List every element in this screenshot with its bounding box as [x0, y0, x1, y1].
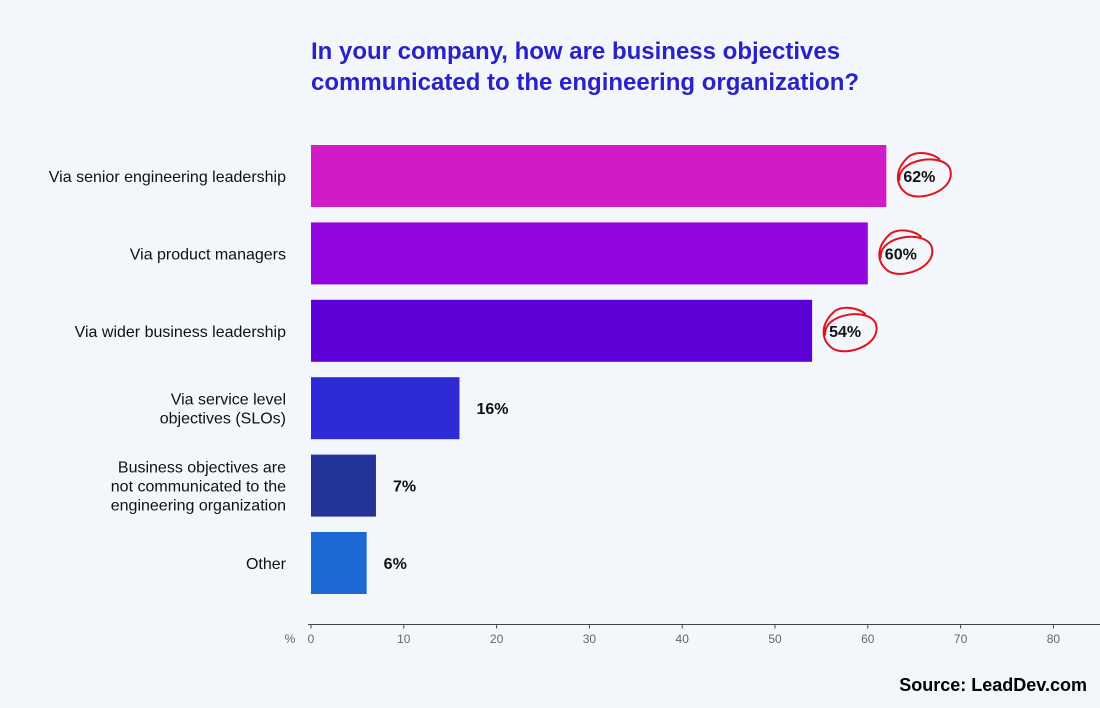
chart-title-line: In your company, how are business object…: [311, 38, 841, 65]
category-label: Via wider business leadership: [75, 324, 286, 341]
category-label: engineering organization: [111, 498, 286, 515]
category-label: Via product managers: [130, 246, 286, 263]
x-tick-label: 10: [397, 632, 411, 646]
highlight-circle: [822, 306, 878, 353]
x-tick-label: 30: [583, 632, 597, 646]
highlight-circle: [878, 229, 934, 275]
x-tick-label: 60: [861, 632, 875, 646]
category-label: Other: [246, 556, 287, 573]
bar: [311, 222, 868, 285]
x-tick-label: 0: [308, 632, 315, 646]
category-label: Business objectives are: [118, 460, 286, 477]
bar: [311, 145, 887, 207]
bar: [311, 532, 367, 594]
value-label: 16%: [476, 401, 508, 418]
source-credit: Source: LeadDev.com: [899, 675, 1087, 695]
value-label: 54%: [829, 324, 861, 341]
category-label: Via service level: [171, 392, 286, 409]
x-tick-label: 20: [490, 632, 504, 646]
x-tick-label: 40: [676, 632, 690, 646]
value-label: 6%: [384, 556, 407, 573]
category-label: objectives (SLOs): [160, 411, 286, 428]
value-label: 62%: [903, 169, 935, 186]
value-label: 60%: [885, 246, 917, 263]
x-axis-unit-label: %: [285, 632, 296, 646]
highlight-circle: [896, 151, 952, 198]
bar: [311, 299, 813, 362]
category-label: not communicated to the: [111, 479, 286, 496]
category-label: Via senior engineering leadership: [49, 169, 286, 186]
chart-title: In your company, how are business object…: [311, 36, 951, 98]
bar: [311, 454, 376, 517]
bar: [311, 377, 460, 440]
chart-title-line: communicated to the engineering organiza…: [311, 69, 860, 96]
value-label: 7%: [393, 479, 416, 496]
x-tick-label: 70: [954, 632, 968, 646]
x-tick-label: 80: [1047, 632, 1061, 646]
x-tick-label: 50: [768, 632, 782, 646]
